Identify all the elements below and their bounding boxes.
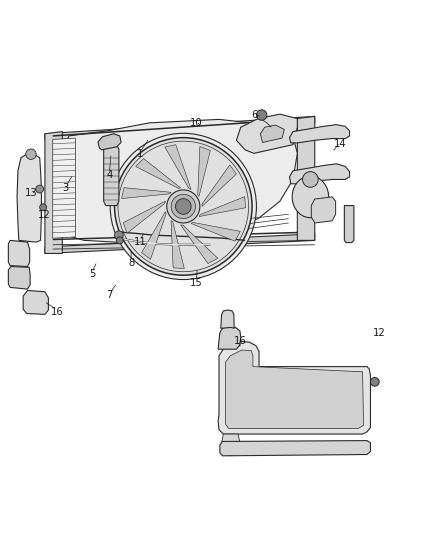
Polygon shape [45,234,315,254]
Circle shape [371,377,379,386]
Circle shape [176,199,191,214]
Circle shape [256,110,267,120]
Polygon shape [104,146,119,206]
Circle shape [110,133,256,279]
Polygon shape [23,290,48,314]
Polygon shape [63,119,297,243]
Polygon shape [220,441,371,456]
Text: 16: 16 [233,336,246,346]
Text: 12: 12 [38,210,50,220]
Polygon shape [198,147,210,196]
Text: 14: 14 [334,139,346,149]
Polygon shape [260,125,284,142]
Polygon shape [199,197,246,216]
Text: 6: 6 [251,110,258,120]
Polygon shape [123,201,166,233]
Text: 5: 5 [89,269,95,279]
Polygon shape [8,266,30,289]
Polygon shape [17,154,42,242]
Polygon shape [218,327,241,349]
Text: 13: 13 [25,188,37,198]
Polygon shape [171,221,184,269]
Text: 4: 4 [106,170,113,180]
Polygon shape [53,138,75,238]
Polygon shape [45,132,62,254]
Polygon shape [290,125,350,143]
Polygon shape [98,134,121,150]
Polygon shape [221,310,234,328]
Text: 8: 8 [128,258,134,268]
Polygon shape [191,222,240,241]
Text: 3: 3 [63,183,69,193]
Polygon shape [290,164,350,184]
Circle shape [116,237,123,244]
Text: 15: 15 [190,278,203,288]
Polygon shape [344,206,354,243]
Circle shape [40,204,47,211]
Circle shape [115,231,123,239]
Text: 1: 1 [137,149,143,159]
Circle shape [115,138,252,275]
Polygon shape [141,212,166,260]
Circle shape [171,194,195,219]
Circle shape [303,172,318,187]
Circle shape [167,190,200,223]
Circle shape [36,185,44,193]
Polygon shape [292,176,328,217]
Text: 16: 16 [51,307,64,317]
Polygon shape [122,188,171,199]
Polygon shape [165,144,191,189]
Text: 11: 11 [134,237,146,247]
Polygon shape [297,116,315,240]
Polygon shape [226,350,364,429]
Text: 10: 10 [190,118,203,128]
Polygon shape [136,158,180,188]
Text: 7: 7 [106,290,113,300]
Polygon shape [218,341,371,434]
Polygon shape [180,225,218,264]
Polygon shape [202,165,237,206]
Polygon shape [8,240,30,266]
Polygon shape [45,116,315,140]
Polygon shape [222,434,240,456]
Polygon shape [237,114,297,154]
Polygon shape [311,197,336,223]
Text: 12: 12 [373,328,385,337]
Circle shape [26,149,36,159]
